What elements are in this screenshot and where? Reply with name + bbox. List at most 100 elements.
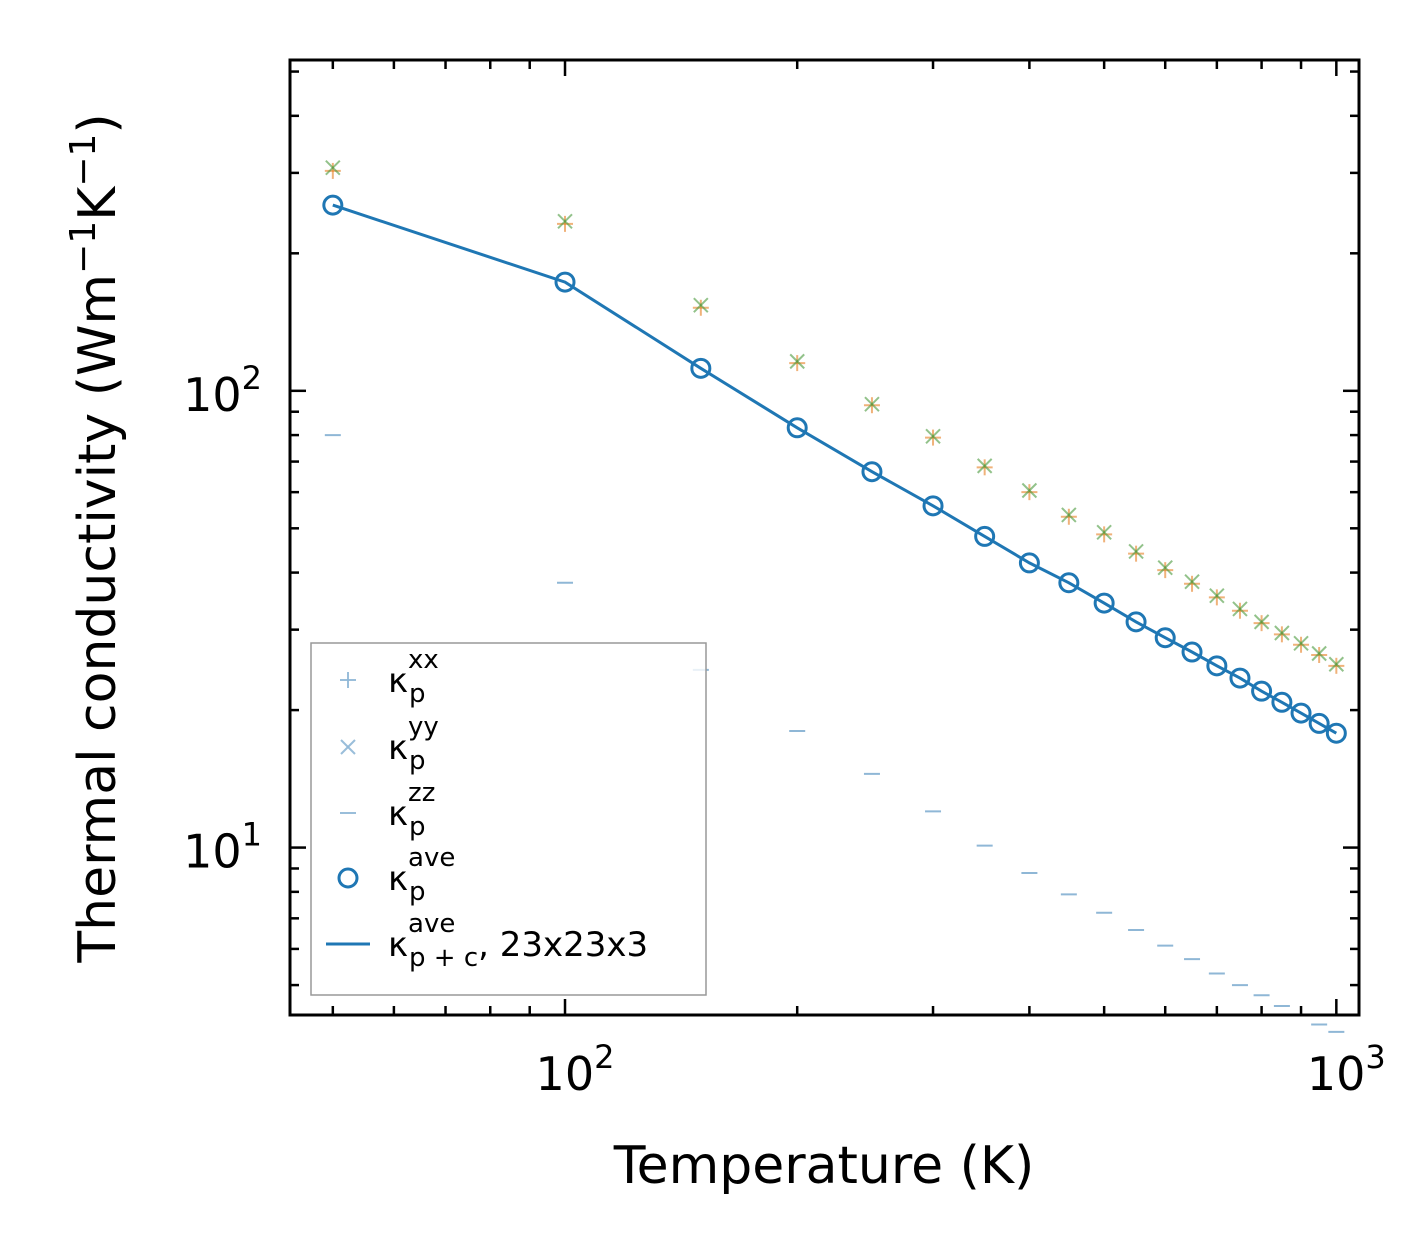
data-point-kave-6 xyxy=(974,525,996,547)
data-point-kyy-6-d2 xyxy=(976,458,993,474)
data-point-kyy-2 xyxy=(693,297,709,313)
legend-label-4-symbol: κ xyxy=(388,925,408,965)
data-point-kave-17 xyxy=(1290,702,1312,724)
data-point-kyy-14-d2 xyxy=(1232,601,1248,617)
x-tick-label-0-exp: 2 xyxy=(594,1038,614,1076)
x-tick-label-1-base: 10 xyxy=(1307,1047,1366,1101)
x-tick-label-1: 103 xyxy=(1307,1038,1386,1101)
data-point-kyy-17 xyxy=(1293,635,1309,652)
legend-label-0-symbol: κ xyxy=(388,661,408,701)
data-point-kyy-17-d2 xyxy=(1293,635,1309,652)
plot-area xyxy=(322,159,1347,1033)
legend-label-4-sub: p + c xyxy=(409,943,478,973)
data-point-kyy-10 xyxy=(1128,543,1144,560)
data-point-kyy-13-d2 xyxy=(1209,587,1225,604)
data-point-kxx-0 xyxy=(324,162,341,179)
legend-label-1-symbol: κ xyxy=(388,728,408,768)
series-kxx xyxy=(324,162,1345,674)
data-point-kave-0 xyxy=(322,194,344,216)
data-point-kave-12 xyxy=(1181,641,1203,663)
data-point-kyy-4-d2 xyxy=(864,396,880,412)
data-point-kyy-12 xyxy=(1184,574,1200,590)
legend-entry-0: κxx p xyxy=(340,645,439,709)
data-point-kyy-16 xyxy=(1274,625,1290,641)
y-axis-label-end: ) xyxy=(68,113,128,133)
series-kpc xyxy=(332,203,1338,735)
x-tick-label-0: 102 xyxy=(536,1038,615,1101)
legend-label-3: κave p xyxy=(388,843,455,907)
data-point-kyy-2-d2 xyxy=(693,297,709,313)
data-point-kxx-18 xyxy=(1311,647,1328,664)
data-point-kave-10 xyxy=(1125,611,1147,633)
data-point-kave-7 xyxy=(1018,552,1040,574)
data-point-kyy-15 xyxy=(1253,614,1270,630)
legend-label-4-sup: ave xyxy=(408,909,455,939)
legend-marker-1-d2 xyxy=(340,739,356,755)
data-point-kxx-2 xyxy=(692,299,709,316)
data-point-kave-8 xyxy=(1058,572,1080,594)
data-point-kave-3 xyxy=(786,417,808,439)
data-point-kxx-17 xyxy=(1293,636,1310,653)
data-point-kyy-5 xyxy=(925,428,941,445)
data-point-kyy-7 xyxy=(1021,482,1038,499)
legend-marker-0 xyxy=(340,672,356,688)
y-tick-label-0-base: 10 xyxy=(183,825,242,879)
legend-entry-2: κzz p xyxy=(340,778,435,842)
data-point-kyy-1-d2 xyxy=(557,213,573,230)
legend-marker-1 xyxy=(340,739,356,755)
legend-label-0-sub: p xyxy=(409,679,426,709)
data-point-kave-4 xyxy=(861,461,883,483)
data-point-kxx-10 xyxy=(1128,545,1145,562)
data-point-kxx-11 xyxy=(1157,562,1174,579)
data-point-kave-15 xyxy=(1251,680,1273,702)
data-point-kxx-13 xyxy=(1208,589,1225,606)
legend-label-1-sup: yy xyxy=(408,712,439,742)
data-point-kave-11 xyxy=(1154,627,1176,649)
data-point-kyy-14 xyxy=(1232,601,1248,617)
data-point-kyy-7-d2 xyxy=(1021,482,1038,499)
data-point-kxx-7 xyxy=(1021,484,1038,501)
legend-label-3-symbol: κ xyxy=(388,859,408,899)
data-point-kyy-0-d2 xyxy=(325,159,341,176)
data-point-kxx-9 xyxy=(1096,526,1113,543)
data-point-kyy-18-d2 xyxy=(1311,645,1327,662)
legend-label-0-sup: xx xyxy=(408,645,439,675)
data-point-kyy-18 xyxy=(1311,645,1327,662)
legend-label-2-sup: zz xyxy=(408,778,435,808)
data-point-kave-16 xyxy=(1271,691,1293,713)
data-point-kxx-12 xyxy=(1184,575,1201,592)
y-axis-label-base: Thermal conductivity (Wm xyxy=(68,274,128,964)
legend-entry-1: κyy p xyxy=(340,712,439,776)
data-point-kave-2 xyxy=(690,357,712,379)
legend-label-1: κyy p xyxy=(388,712,439,776)
data-point-kxx-19 xyxy=(1328,657,1345,674)
series-kave xyxy=(322,194,1347,744)
data-point-kyy-8-d2 xyxy=(1061,507,1077,523)
data-point-kave-13 xyxy=(1206,655,1228,677)
legend-label-4: κave p + c, 23x23x3 xyxy=(388,909,648,973)
data-point-kyy-6 xyxy=(976,458,993,474)
y-tick-label-0-exp: 1 xyxy=(242,816,262,854)
y-axis-label-exp2: −1 xyxy=(63,134,104,187)
legend-box xyxy=(310,642,707,996)
legend-label-2: κzz p xyxy=(388,778,435,842)
data-point-kyy-5-d2 xyxy=(925,428,941,445)
x-tick-label-0-base: 10 xyxy=(536,1047,595,1101)
data-point-kxx-6 xyxy=(976,459,993,476)
data-point-kxx-8 xyxy=(1060,508,1077,525)
legend-label-4-suffix: , 23x23x3 xyxy=(478,925,648,965)
data-point-kave-14 xyxy=(1229,667,1251,689)
data-point-kyy-9 xyxy=(1096,524,1112,541)
series-kzz xyxy=(324,434,1345,1033)
data-point-kave-5 xyxy=(922,495,944,517)
data-point-kyy-19 xyxy=(1328,656,1345,672)
data-point-kyy-11-d2 xyxy=(1157,559,1173,576)
y-axis-label-exp1: −1 xyxy=(63,221,104,274)
data-point-kave-19 xyxy=(1325,722,1347,744)
data-point-kyy-13 xyxy=(1209,587,1225,604)
legend-marker-3 xyxy=(337,867,359,889)
legend-entry-3: κave p xyxy=(337,843,455,907)
data-point-kyy-0 xyxy=(325,159,341,176)
